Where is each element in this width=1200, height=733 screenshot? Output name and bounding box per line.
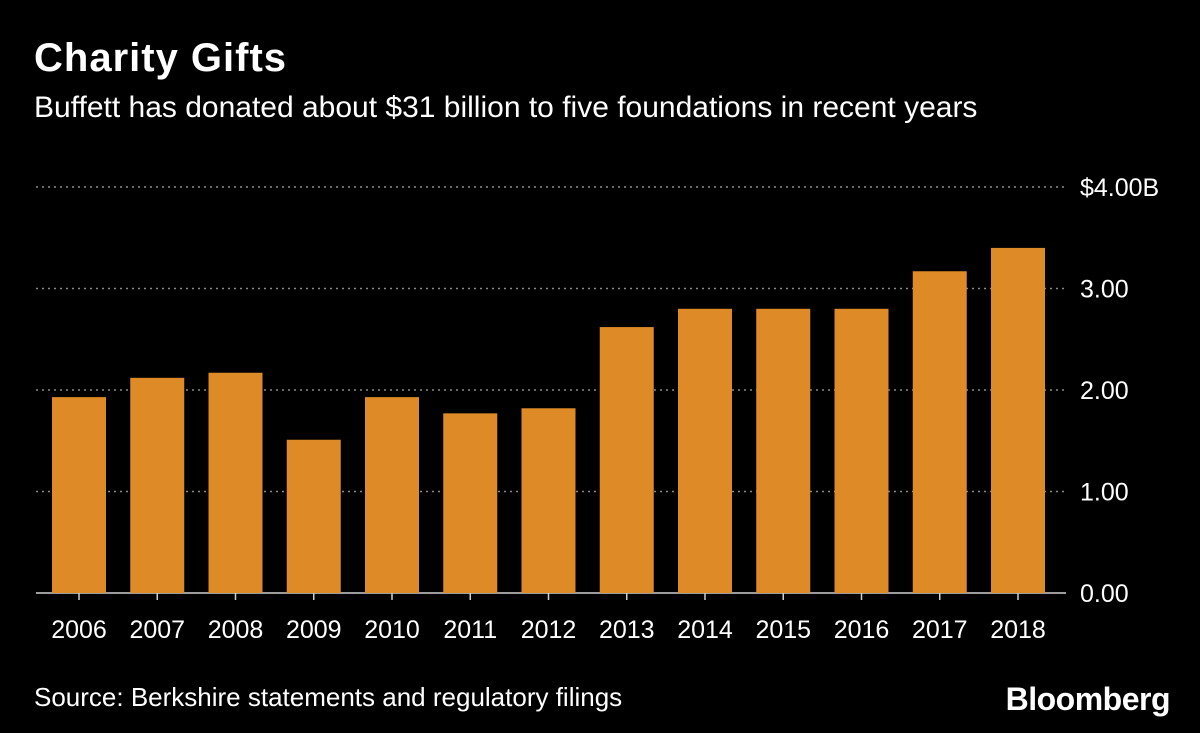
x-tick-label: 2014 xyxy=(677,616,733,644)
y-tick-label: 2.00 xyxy=(1080,377,1129,405)
x-tick-label: 2017 xyxy=(912,616,968,644)
bar xyxy=(678,308,732,593)
chart-subtitle: Buffett has donated about $31 billion to… xyxy=(34,91,978,124)
bar xyxy=(130,377,185,593)
x-tick-label: 2009 xyxy=(286,616,342,644)
y-tick-label: 1.00 xyxy=(1080,479,1129,507)
x-tick-label: 2016 xyxy=(834,616,890,644)
x-tick-label: 2015 xyxy=(755,616,811,644)
x-tick-label: 2010 xyxy=(364,616,420,644)
bar xyxy=(991,247,1045,593)
bar xyxy=(834,308,889,593)
x-tick-label: 2007 xyxy=(129,616,185,644)
bar xyxy=(286,439,341,593)
bar xyxy=(443,413,498,593)
bar xyxy=(365,397,419,593)
x-tick-label: 2008 xyxy=(208,616,264,644)
y-tick-label: $4.00B xyxy=(1080,174,1159,202)
y-tick-label: 3.00 xyxy=(1080,276,1129,304)
chart-title: Charity Gifts xyxy=(34,36,288,80)
source-note: Source: Berkshire statements and regulat… xyxy=(34,682,623,712)
ticks-layer: 0.00 1.00 2.00 3.00 $4.00B 2006 2007 2008 2009 20… xyxy=(51,174,1159,644)
bar xyxy=(599,327,654,593)
bar xyxy=(521,408,576,593)
bar xyxy=(52,397,106,593)
x-tick-label: 2011 xyxy=(443,616,497,644)
x-tick-label: 2018 xyxy=(990,616,1046,644)
bar xyxy=(912,271,967,593)
bloomberg-logo: Bloomberg xyxy=(1005,681,1171,717)
bars-layer xyxy=(52,247,1045,593)
x-tick-label: 2013 xyxy=(599,616,655,644)
bar xyxy=(756,308,811,593)
x-tick-label: 2006 xyxy=(51,616,107,644)
bar xyxy=(208,372,263,593)
x-tick-label: 2012 xyxy=(521,616,577,644)
y-tick-label: 0.00 xyxy=(1080,580,1129,608)
